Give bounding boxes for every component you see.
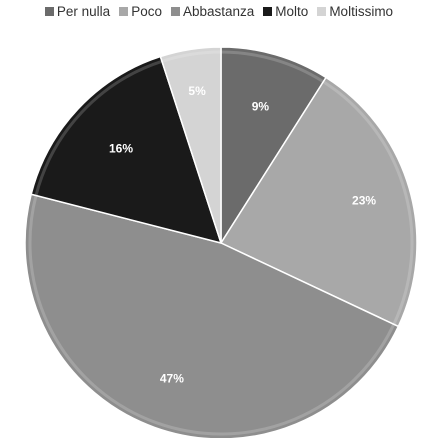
chart-legend: Per nulla Poco Abbastanza Molto Moltissi… (0, 4, 438, 19)
pie-slices (24, 46, 418, 438)
pie-slice-abbastanza (24, 193, 400, 438)
data-label-poco: 23% (352, 194, 376, 208)
pie-slice-rim-per-nulla (220, 50, 325, 84)
pie-slice-rim-molto (34, 59, 163, 196)
legend-item-poco: Poco (119, 4, 162, 19)
pie-slice-rim-abbastanza (28, 195, 396, 436)
legend-swatch-moltissimo (317, 7, 327, 16)
legend-label-poco: Poco (131, 4, 162, 19)
data-label-molto: 16% (109, 141, 133, 155)
pie-slice-moltissimo (159, 46, 222, 244)
legend-item-per-nulla: Per nulla (44, 4, 111, 19)
data-label-moltissimo: 5% (188, 84, 206, 98)
legend-swatch-abbastanza (170, 7, 180, 16)
pie-slice-rim-poco (322, 80, 414, 325)
data-label-abbastanza: 47% (160, 372, 184, 386)
pie-slice-poco (219, 76, 418, 328)
pie-slice-per-nulla (220, 46, 328, 246)
pie-slice-molto (30, 55, 223, 245)
legend-label-per-nulla: Per nulla (56, 4, 111, 19)
legend-item-molto: Molto (263, 4, 308, 19)
legend-label-molto: Molto (275, 4, 309, 19)
pie-labels: 9% 23% 47% 16% 5% (109, 84, 376, 385)
data-label-per-nulla: 9% (252, 100, 270, 114)
legend-label-moltissimo: Moltissimo (329, 4, 394, 19)
pie-slice-rim-moltissimo (161, 50, 222, 63)
legend-swatch-poco (119, 7, 129, 16)
legend-item-moltissimo: Moltissimo (317, 4, 393, 19)
legend-swatch-per-nulla (44, 7, 54, 16)
legend-swatch-molto (263, 7, 273, 16)
legend-label-abbastanza: Abbastanza (182, 4, 255, 19)
legend-item-abbastanza: Abbastanza (170, 4, 255, 19)
